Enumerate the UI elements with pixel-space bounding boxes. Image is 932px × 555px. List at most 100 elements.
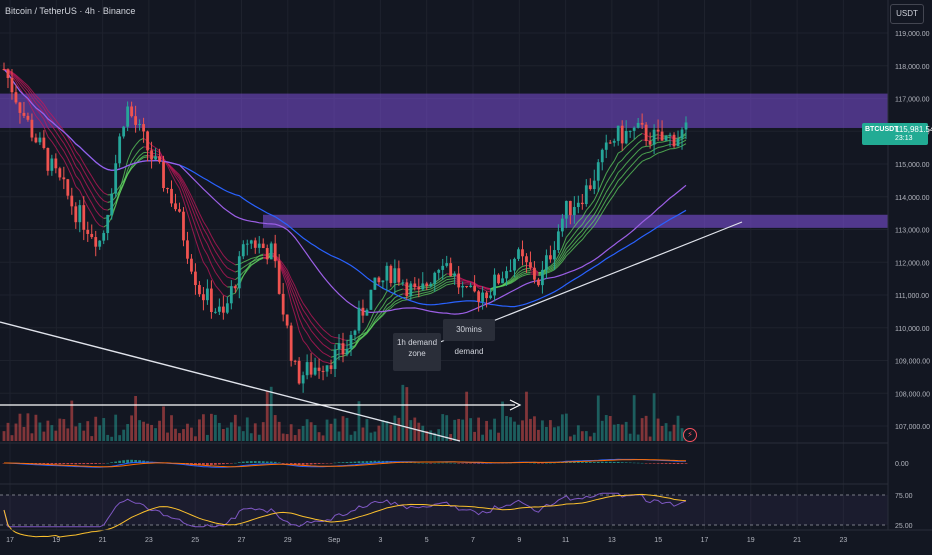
volume-bar [94,417,97,441]
ribbon-segment [642,153,646,154]
macd-histogram-bar [334,463,337,464]
volume-bar [334,419,337,441]
lightning-icon[interactable]: ⚡ [683,428,697,442]
candle-body [142,124,145,131]
ribbon-segment [443,277,447,280]
candle-body [521,249,524,256]
ribbon-segment [323,329,327,332]
macd-histogram-bar [549,463,552,464]
volume-bar [625,422,628,441]
candle-body [661,132,664,141]
ribbon-segment [566,239,570,244]
candle-body [162,162,165,188]
ribbon-segment [303,341,307,346]
candle-body [158,156,161,162]
candle-body [485,293,488,299]
ribbon-segment [64,143,68,150]
ribbon-segment [136,150,140,155]
time-tick-label: 3 [378,537,382,544]
macd-histogram-bar [74,463,77,464]
ribbon-segment [614,188,618,195]
candle-body [569,201,572,215]
ribbon-segment [451,278,455,279]
ribbon-segment [223,273,227,277]
time-tick-label: 5 [425,537,429,544]
ribbon-segment [415,297,419,298]
ribbon-segment [136,140,140,145]
ribbon-segment [60,154,64,160]
ribbon-segment [327,347,331,350]
ribbon-segment [431,291,435,293]
candle-body [7,69,10,78]
volume-bar [505,416,508,441]
ribbon-segment [602,184,606,192]
volume-bar [210,414,213,441]
ribbon-segment [674,148,678,149]
ribbon-segment [203,237,207,244]
macd-histogram-bar [445,463,448,464]
candle-body [146,131,149,150]
ribbon-segment [303,310,307,316]
volume-bar [114,415,117,441]
ribbon-segment [443,282,447,284]
macd-histogram-bar [449,463,452,464]
demand-1h-label: 1h demand zone [393,333,441,371]
macd-histogram-bar [645,463,648,464]
macd-histogram-bar [673,463,676,464]
volume-bar [421,426,424,441]
candle-body [102,233,105,241]
macd-histogram-bar [330,463,333,464]
volume-bar [78,423,81,441]
macd-histogram-bar [601,462,604,463]
ribbon-segment [211,264,215,272]
volume-bar [617,424,620,441]
volume-bar [346,418,349,441]
volume-bar [409,420,412,441]
volume-bar [70,401,73,441]
volume-bar [286,434,289,441]
ribbon-segment [299,331,303,341]
macd-histogram-bar [649,463,652,464]
macd-histogram-bar [210,463,213,465]
ribbon-segment [618,160,622,163]
ribbon-segment [431,289,435,291]
candle-body [86,230,89,234]
volume-bar [673,425,676,441]
macd-histogram-bar [54,463,57,464]
ribbon-segment [295,316,299,331]
candle-body [46,148,49,171]
candle-body [549,255,552,259]
price-tick-label: 114,000.00 [895,195,930,202]
ribbon-segment [203,262,207,268]
volume-bar [389,425,392,441]
ribbon-segment [479,288,483,289]
ribbon-segment [566,244,570,248]
currency-button[interactable]: USDT [890,4,924,24]
ribbon-segment [654,153,658,155]
price-tick-label: 109,000.00 [895,359,930,366]
ribbon-segment [199,227,203,237]
macd-histogram-bar [685,463,688,464]
macd-histogram-bar [322,463,325,464]
candle-body [74,206,77,222]
volume-bar [621,425,624,441]
volume-bar [86,421,89,441]
ribbon-segment [76,176,80,181]
candle-body [605,143,608,150]
candle-body [78,205,81,222]
ribbon-segment [311,352,315,356]
volume-bar [318,432,321,441]
candle-body [421,283,424,289]
volume-bar [513,422,516,441]
ribbon-segment [100,225,104,227]
ribbon-segment [614,181,618,188]
ribbon-segment [96,183,100,188]
ribbon-segment [622,171,626,176]
ribbon-segment [391,298,395,303]
ribbon-segment [642,146,646,147]
candle-body [50,159,53,171]
candle-body [202,294,205,300]
candle-body [182,212,185,241]
